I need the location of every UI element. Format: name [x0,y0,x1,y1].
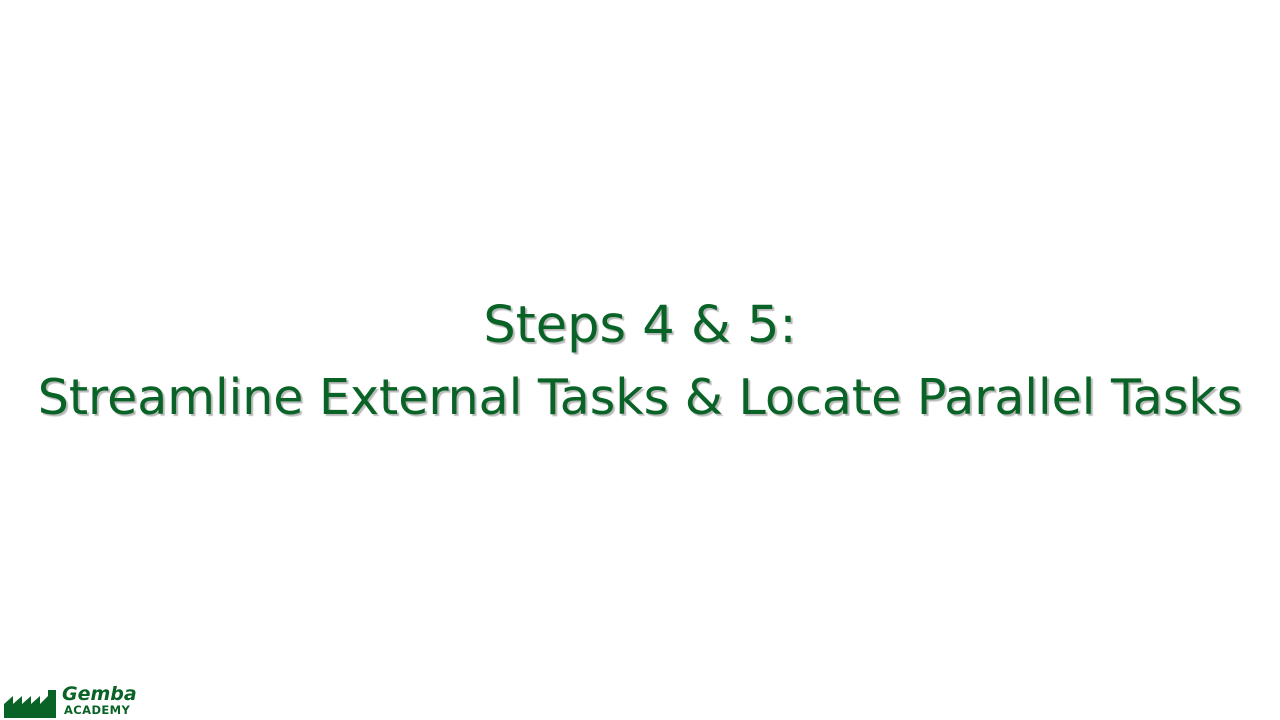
slide-title: Steps 4 & 5: Streamline External Tasks &… [0,290,1280,434]
slide-title-line-2: Streamline External Tasks & Locate Paral… [37,369,1243,426]
slide-title-line-1: Steps 4 & 5: [483,296,797,355]
logo-subtitle: ACADEMY [64,703,131,717]
logo-name: Gemba [62,683,137,705]
factory-icon [4,690,56,718]
gemba-academy-logo: Gemba ACADEMY [4,684,154,718]
